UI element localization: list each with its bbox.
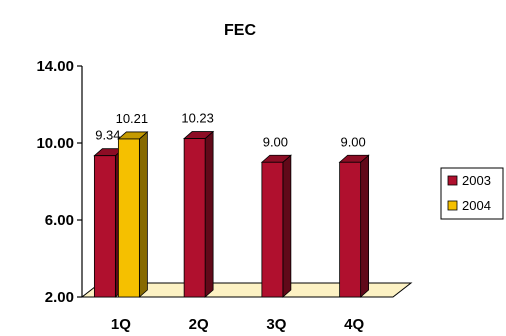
bar-2003-3Q xyxy=(261,161,284,298)
data-label-2003-2Q: 10.23 xyxy=(181,111,214,126)
xtick-label-1Q: 1Q xyxy=(111,316,131,333)
legend-label-2003: 2003 xyxy=(462,173,491,188)
legend-swatch-2003 xyxy=(447,175,458,186)
xtick-label-2Q: 2Q xyxy=(189,316,209,333)
legend: 2003 2004 xyxy=(440,167,504,220)
data-labels: 9.34 10.21 10.23 9.00 9.00 xyxy=(95,111,366,150)
bars xyxy=(93,130,370,298)
data-label-2003-4Q: 9.00 xyxy=(340,134,365,149)
bar-2004-1Q-side xyxy=(138,131,148,298)
bar-2003-2Q-side xyxy=(204,130,214,298)
bar-2003-3Q-side xyxy=(282,154,292,298)
xtick-label-3Q: 3Q xyxy=(266,316,286,333)
ytick-label-3: 14.00 xyxy=(36,58,74,75)
bar-2003-4Q-side xyxy=(360,154,370,298)
bar-2003-4Q xyxy=(339,161,362,298)
x-axis-ticks: 1Q 2Q 3Q 4Q xyxy=(111,316,365,333)
xtick-label-4Q: 4Q xyxy=(344,316,364,333)
ytick-label-1: 6.00 xyxy=(45,212,74,229)
data-label-2003-3Q: 9.00 xyxy=(263,134,288,149)
bar-2003-2Q xyxy=(183,138,206,298)
y-axis-ticks: 2.00 6.00 10.00 14.00 xyxy=(36,58,82,306)
bar-2003-1Q xyxy=(93,155,116,298)
chart-title: FEC xyxy=(224,22,256,39)
data-label-2003-1Q: 9.34 xyxy=(95,128,120,143)
ytick-label-0: 2.00 xyxy=(45,289,74,306)
legend-swatch-2004 xyxy=(447,200,458,211)
ytick-label-2: 10.00 xyxy=(36,135,74,152)
data-label-2004-1Q: 10.21 xyxy=(116,111,149,126)
legend-label-2004: 2004 xyxy=(462,198,491,213)
bar-2004-1Q xyxy=(117,138,140,298)
